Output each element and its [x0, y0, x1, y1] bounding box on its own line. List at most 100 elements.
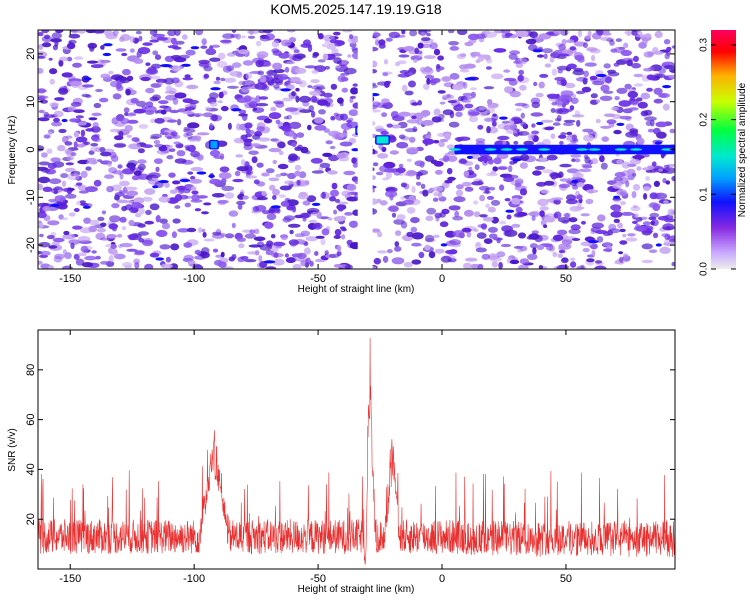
spectrogram-speckle	[138, 35, 143, 42]
spectrogram-speckle	[121, 30, 127, 33]
spectrogram-speckle	[338, 133, 349, 138]
spectrogram-speckle	[568, 228, 581, 235]
spectrogram-speckle	[496, 251, 506, 258]
spectrogram-speckle	[255, 103, 269, 107]
spectrogram-speckle	[145, 62, 151, 66]
spectrogram-speckle	[464, 41, 474, 47]
spectrogram-speckle	[76, 143, 86, 148]
spectrogram-speckle	[400, 221, 408, 229]
spectrogram-speckle	[488, 233, 498, 239]
spectrogram-speckle	[375, 39, 380, 46]
spectrogram-speckle	[159, 244, 171, 250]
spectrogram-speckle	[333, 264, 342, 268]
spectrogram-speckle	[564, 212, 570, 220]
spectrogram-speckle	[196, 154, 204, 161]
spectrogram-speckle	[114, 253, 126, 260]
spectrogram-speckle	[641, 259, 654, 264]
spectrogram-speckle	[324, 65, 331, 70]
spectrogram-speckle	[211, 44, 221, 48]
spectrogram-speckle	[217, 199, 229, 204]
spectrogram-speckle	[317, 33, 324, 40]
spectrogram-speckle	[68, 33, 81, 39]
spectrogram-speckle	[77, 252, 87, 257]
spectrogram-speckle	[540, 189, 549, 194]
spectrogram-speckle	[236, 71, 243, 79]
spectrogram-speckle	[628, 107, 639, 111]
spectrogram-speckle	[371, 228, 381, 233]
spectrogram-speckle	[457, 136, 471, 141]
spectrogram-speckle	[400, 196, 405, 200]
spectrogram-speckle	[51, 121, 62, 127]
spectrogram-speckle	[446, 144, 455, 150]
spectrogram-speckle	[183, 242, 193, 248]
spectrogram-speckle	[288, 131, 295, 138]
spectrogram-speckle	[138, 238, 145, 243]
spectrogram-speckle	[42, 205, 51, 212]
spectrogram-speckle	[49, 78, 55, 85]
spectrogram-speckle	[137, 159, 147, 164]
spectrogram-speckle	[284, 66, 290, 73]
spectrogram-speckle	[396, 141, 409, 149]
spectrogram-speckle	[67, 173, 80, 181]
spectrogram-speckle	[552, 251, 558, 258]
spectrogram-speckle	[86, 160, 94, 164]
spectrogram-speckle	[553, 198, 561, 205]
spectrogram-speckle	[166, 155, 174, 160]
spectrogram-speckle	[341, 59, 348, 65]
spectrogram-band-highlight	[448, 148, 461, 151]
spectrogram-speckle	[131, 137, 140, 142]
spectrogram-speckle	[250, 143, 261, 147]
spectrogram-speckle-blue	[536, 121, 544, 126]
spectrogram-speckle	[310, 110, 316, 118]
spectrogram-speckle	[561, 220, 569, 224]
spectrogram-speckle	[631, 100, 639, 106]
spectrogram-speckle	[423, 83, 430, 90]
spectrogram-speckle	[455, 189, 464, 197]
spectrogram-speckle	[343, 170, 356, 176]
spectrogram-speckle	[81, 262, 94, 268]
spectrogram-speckle	[203, 73, 210, 79]
spectrogram-speckle	[508, 79, 518, 86]
spectrogram-speckle	[247, 35, 256, 39]
spectrogram-speckle	[284, 116, 289, 120]
spectrogram-speckle	[480, 223, 488, 230]
spectrogram-speckle	[196, 195, 208, 199]
spectrogram-speckle	[217, 60, 228, 68]
spectrogram-speckle	[635, 34, 649, 38]
spectrogram-speckle	[133, 170, 142, 176]
spectrogram-speckle	[334, 228, 342, 236]
spectrogram-speckle	[198, 227, 203, 233]
spectrogram-speckle	[544, 63, 552, 68]
spectrogram-speckle	[625, 237, 638, 242]
spectrogram-speckle-blue	[263, 260, 276, 264]
spectrogram-speckle	[58, 87, 69, 95]
spectrogram-speckle	[491, 120, 497, 127]
spectrogram-speckle	[319, 162, 331, 168]
spectrogram-speckle	[391, 257, 405, 265]
spectrogram-speckle	[418, 251, 425, 259]
spectrogram-speckle	[556, 264, 568, 269]
spectrogram-speckle	[518, 264, 529, 269]
spectrogram-speckle	[474, 164, 480, 171]
spectrogram-speckle	[106, 234, 117, 239]
spectrogram-speckle	[172, 46, 182, 50]
spectrogram-speckle	[424, 234, 435, 242]
spectrogram-speckle	[273, 84, 280, 89]
spectrogram-speckle	[99, 237, 111, 241]
spectrogram-speckle	[503, 69, 511, 73]
spectrogram-speckle	[65, 135, 73, 139]
spectrogram-speckle	[596, 30, 604, 36]
spectrogram-speckle	[333, 209, 338, 215]
spectrogram-speckle	[86, 60, 99, 64]
spectrogram-speckle-blue	[351, 148, 360, 152]
spectrogram-speckle	[271, 40, 280, 48]
spectrogram-speckle	[142, 144, 154, 149]
spectrogram-speckle	[483, 86, 495, 90]
spectrogram-speckle	[77, 236, 91, 243]
spectrogram-speckle	[650, 220, 655, 226]
spectrogram-speckle	[422, 119, 434, 126]
spectrogram-speckle	[446, 167, 453, 175]
spectrogram-speckle-blue	[155, 257, 165, 261]
spectrogram-speckle	[352, 163, 359, 168]
spectrogram-speckle	[100, 60, 107, 66]
